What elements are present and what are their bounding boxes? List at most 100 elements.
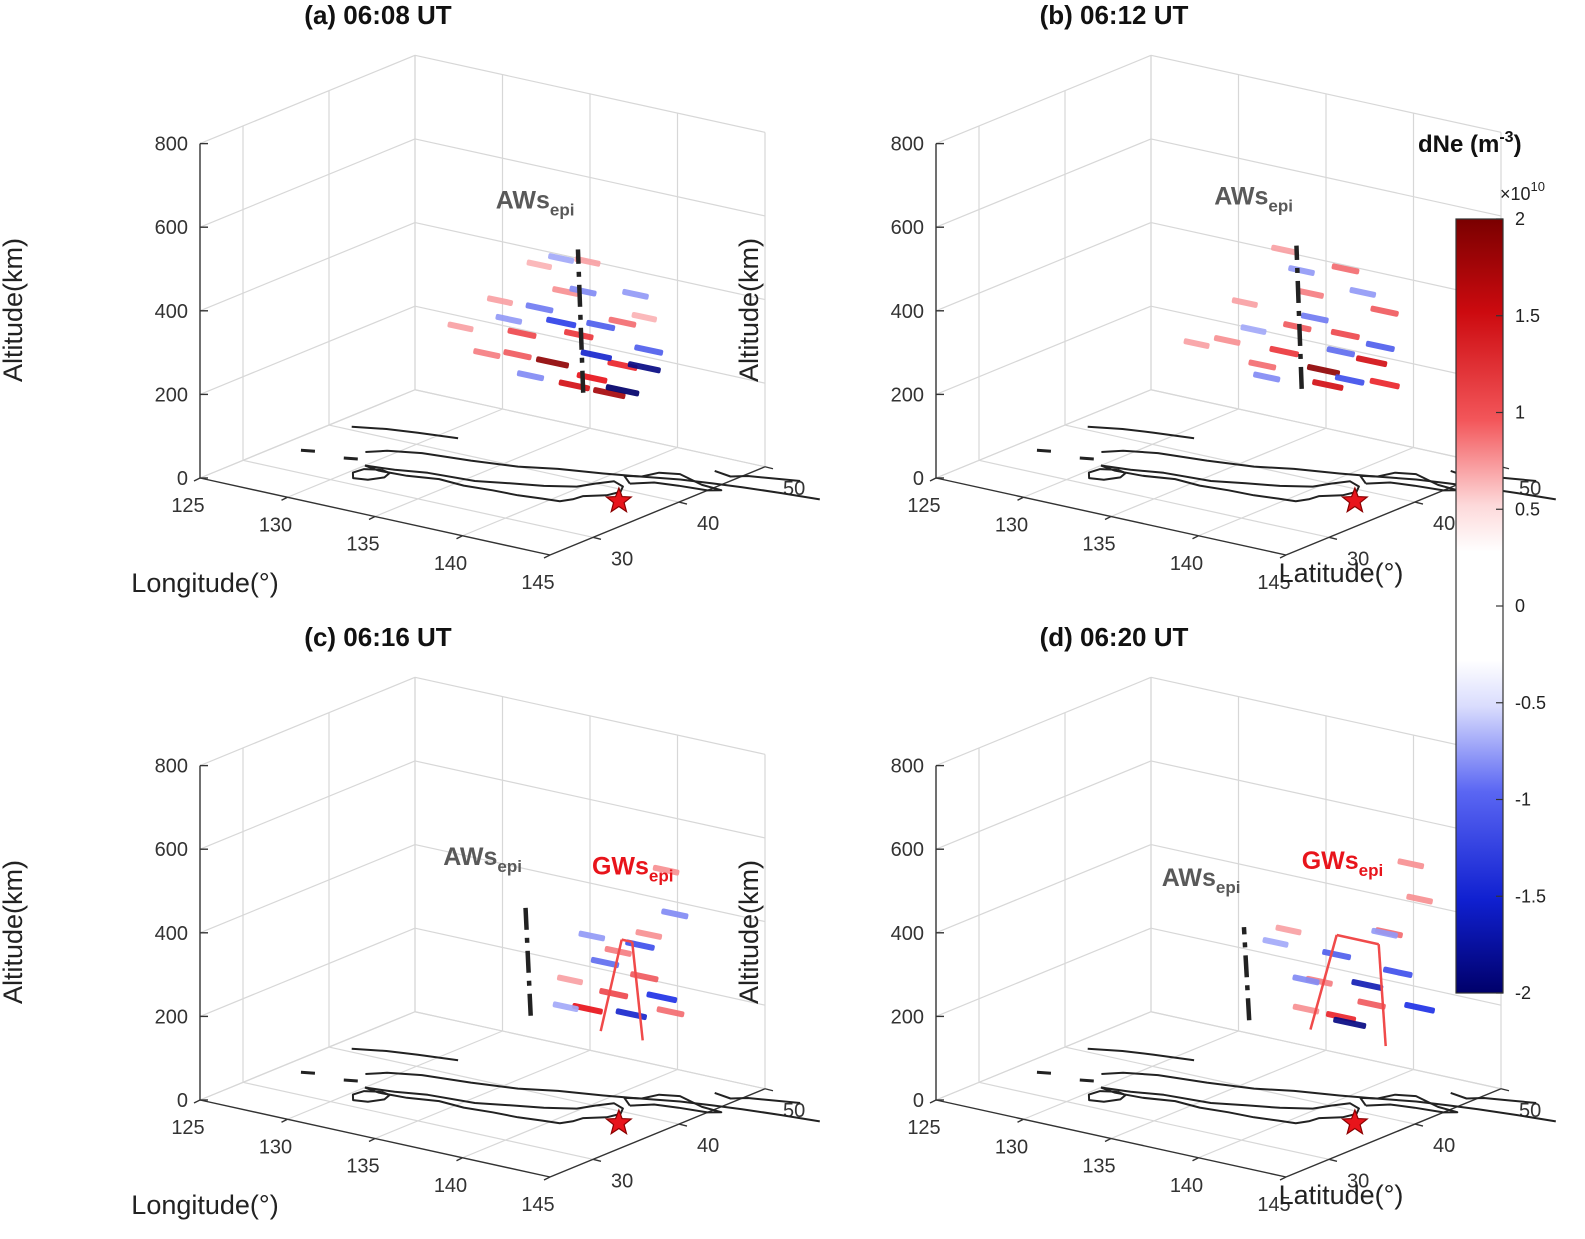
- grid-line: [414, 927, 766, 1006]
- colorbar-tick: 1: [1515, 403, 1525, 423]
- data-point: [1331, 263, 1360, 275]
- data-point: [1292, 974, 1320, 986]
- island: [343, 1078, 358, 1083]
- grid-line: [374, 1049, 591, 1140]
- data-point: [552, 1001, 579, 1012]
- latitude-tick-mark: [1414, 501, 1424, 505]
- longitude-tick-mark: [1104, 515, 1112, 521]
- latitude-tick: 30: [1347, 548, 1369, 570]
- data-point: [634, 344, 664, 356]
- dne-points: [1183, 244, 1400, 391]
- grid-line: [199, 676, 416, 767]
- altitude-label: Altitude(km): [0, 860, 28, 1004]
- grid-line: [414, 1011, 766, 1090]
- data-point: [646, 991, 678, 1004]
- axes: [193, 142, 774, 559]
- data-point: [631, 311, 658, 323]
- latitude-tick: 30: [1347, 1170, 1369, 1192]
- epicenter-star-icon: [604, 486, 633, 513]
- latitude-tick-mark: [764, 1088, 774, 1092]
- grid-line: [462, 1068, 678, 1159]
- grid-line: [287, 408, 503, 498]
- latitude-tick: 40: [1433, 513, 1455, 535]
- longitude-tick: 145: [1257, 572, 1290, 594]
- aws-line: [1241, 926, 1252, 1021]
- coastline-path: [1359, 471, 1459, 492]
- gws-label: GWsepi: [1302, 847, 1384, 880]
- altitude-tick: 800: [891, 756, 924, 778]
- data-point: [627, 361, 661, 374]
- grid-line: [1198, 446, 1414, 537]
- colorbar-tick: 0.5: [1515, 499, 1540, 519]
- longitude-tick: 125: [907, 495, 940, 517]
- data-point: [1333, 1016, 1367, 1029]
- latitude-axis: [1285, 1088, 1502, 1178]
- longitude-tick: 140: [434, 1175, 467, 1197]
- data-point: [572, 1003, 603, 1015]
- longitude-tick: 145: [521, 1194, 554, 1216]
- altitude-tick: 200: [155, 1006, 188, 1028]
- coastline-path: [364, 464, 624, 503]
- coastline-path: [1100, 464, 1360, 503]
- latitude-tick-mark: [592, 536, 602, 541]
- altitude-tick: 200: [891, 1006, 924, 1028]
- data-point: [1253, 371, 1281, 383]
- data-point: [1213, 335, 1241, 346]
- data-point: [1349, 287, 1377, 298]
- grid-line: [935, 305, 1152, 395]
- data-point: [495, 313, 523, 325]
- latitude-tick-mark: [1328, 536, 1338, 541]
- data-point: [1326, 346, 1356, 358]
- altitude-tick: 400: [891, 301, 924, 323]
- altitude-tick: 800: [155, 756, 188, 778]
- grid-line: [242, 459, 594, 538]
- grid-line: [414, 138, 766, 217]
- panel-b: 0200400600800125130135140145304050Altitu…: [734, 0, 1556, 594]
- data-point: [615, 1008, 648, 1021]
- longitude-tick-mark: [368, 1137, 376, 1143]
- data-point: [608, 316, 637, 328]
- coastline-path: [1087, 1047, 1195, 1062]
- latitude-label: Latitude(°): [1279, 558, 1404, 588]
- latitude-tick: 40: [697, 513, 719, 535]
- gws-line: [1336, 933, 1379, 946]
- colorbar-tick: 0: [1515, 596, 1525, 616]
- longitude-tick-mark: [368, 515, 376, 521]
- grid-line: [1023, 1030, 1239, 1120]
- grid-line: [935, 760, 1152, 850]
- coastline-path: [1101, 1071, 1556, 1123]
- longitude-tick: 130: [259, 1136, 292, 1158]
- longitude-tick-mark: [281, 1118, 288, 1123]
- latitude-tick-mark: [678, 501, 688, 505]
- data-point: [526, 259, 553, 271]
- latitude-axis: [549, 466, 766, 556]
- longitude-tick-mark: [1192, 535, 1199, 540]
- grid-line: [935, 676, 1152, 767]
- data-point: [622, 288, 649, 300]
- coastline-path: [1087, 1090, 1127, 1103]
- colorbar-tick: 1.5: [1515, 306, 1540, 326]
- data-point: [1271, 244, 1298, 256]
- grid-line: [1023, 408, 1239, 498]
- colorbar-title: dNe (m-3): [1418, 129, 1522, 158]
- latitude-tick-mark: [1414, 1123, 1424, 1127]
- data-point: [1371, 927, 1398, 939]
- longitude-tick-mark: [1104, 1137, 1112, 1143]
- longitude-tick-mark: [456, 535, 463, 540]
- aws-line: [575, 249, 586, 393]
- data-point: [558, 379, 591, 392]
- altitude-label: Altitude(km): [734, 238, 764, 382]
- gws-line: [621, 938, 633, 944]
- longitude-tick: 135: [346, 534, 379, 556]
- latitude-tick: 30: [611, 548, 633, 570]
- coastline-path: [365, 1071, 820, 1123]
- data-point: [1296, 287, 1324, 299]
- grid-line: [1150, 1011, 1502, 1090]
- data-point: [1322, 949, 1352, 961]
- latitude-tick-mark: [678, 1123, 688, 1127]
- data-point: [661, 908, 689, 920]
- data-point: [535, 356, 570, 369]
- data-point: [546, 316, 577, 329]
- data-point: [1300, 312, 1329, 324]
- longitude-tick: 130: [995, 1136, 1028, 1158]
